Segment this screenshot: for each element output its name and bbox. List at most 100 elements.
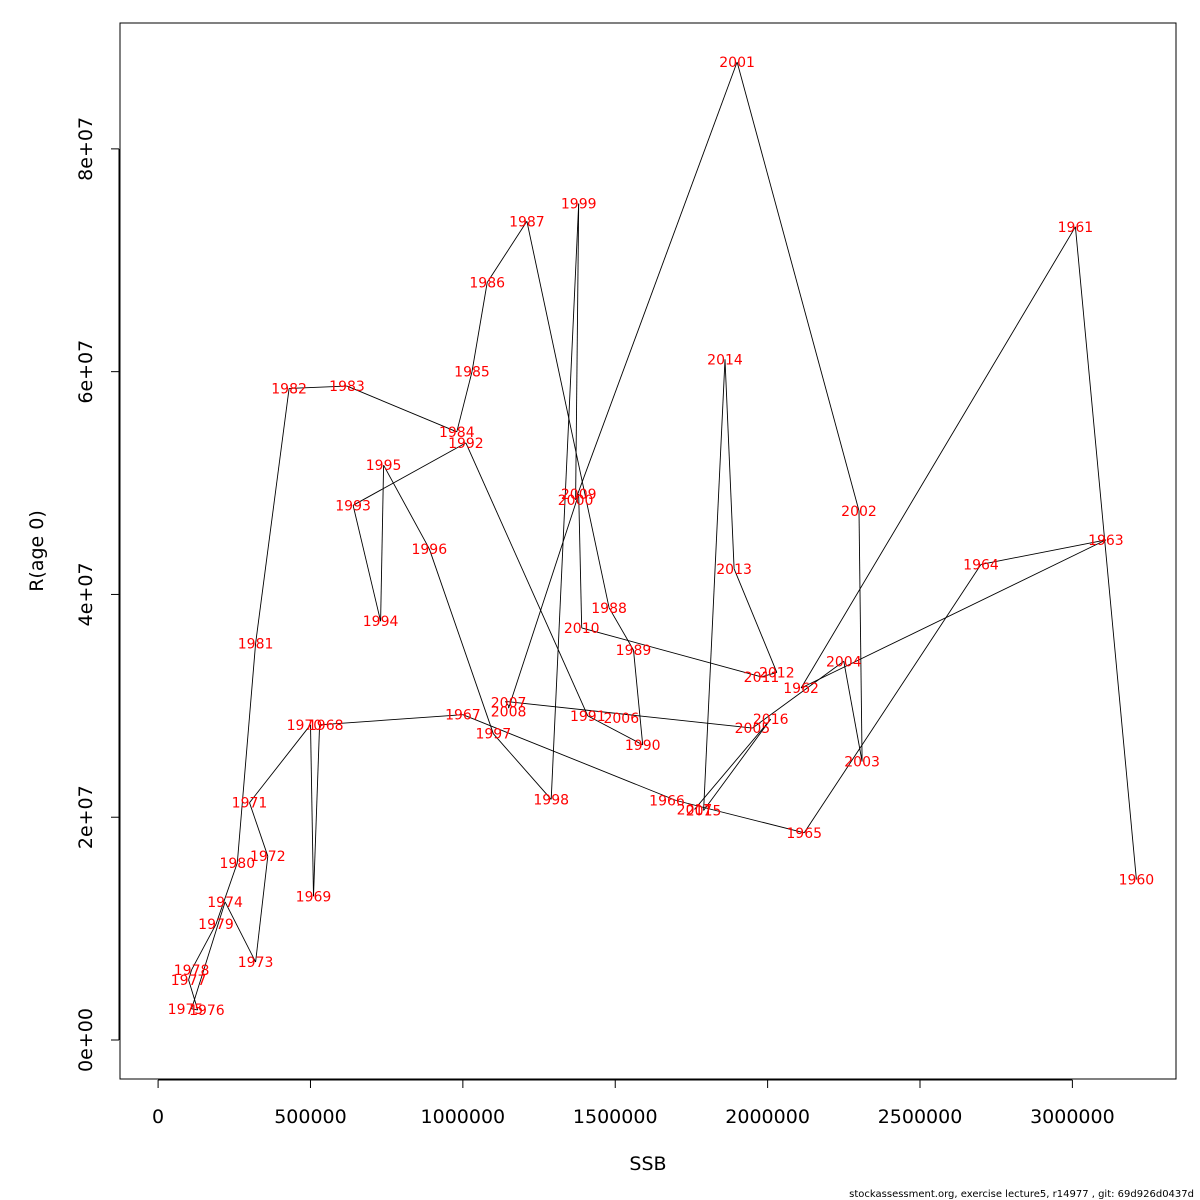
- series-segment: [486, 221, 528, 283]
- series-segment: [380, 465, 385, 622]
- point-label-1986: 1986: [469, 276, 505, 292]
- series-segment: [703, 359, 726, 811]
- series-segment: [191, 901, 226, 1009]
- point-label-2009: 2009: [561, 487, 597, 503]
- series-line: [188, 61, 1137, 1011]
- series-segment: [289, 385, 348, 389]
- point-label-1976: 1976: [189, 1003, 225, 1019]
- y-axis: 0e+00 2e+07 4e+07 6e+07 8e+07: [75, 117, 120, 1072]
- series-segment: [255, 856, 269, 963]
- series-segment: [465, 442, 589, 717]
- series-segment: [800, 539, 1107, 689]
- series-segment: [761, 671, 777, 678]
- series-segment: [526, 221, 610, 608]
- point-label-1969: 1969: [296, 889, 332, 905]
- point-label-2017: 2017: [677, 802, 713, 818]
- series-segment: [550, 203, 580, 800]
- point-label-1965: 1965: [786, 826, 822, 842]
- point-label-1992: 1992: [448, 436, 484, 452]
- point-label-2013: 2013: [716, 562, 752, 578]
- y-tick-label: 6e+07: [75, 340, 97, 404]
- series-segment: [803, 564, 982, 834]
- point-label-1990: 1990: [625, 738, 661, 754]
- footer-note: stockassessment.org, exercise lecture5, …: [849, 1189, 1194, 1200]
- series-segment: [733, 568, 778, 673]
- point-labels: 1960 1961 1962 1963 1964 1965 1966 1967 1968 1969…: [168, 55, 1155, 1019]
- point-label-1994: 1994: [363, 614, 399, 630]
- series-segment: [980, 539, 1106, 565]
- point-label-2016: 2016: [753, 712, 789, 728]
- point-label-2012: 2012: [759, 665, 795, 681]
- series-segment: [188, 969, 193, 981]
- series-segment: [608, 607, 634, 651]
- series-segment: [505, 701, 509, 707]
- series-segment: [581, 627, 762, 678]
- point-label-1989: 1989: [616, 643, 652, 659]
- series-segment: [191, 1008, 198, 1011]
- point-label-1984: 1984: [439, 425, 475, 441]
- point-label-1960: 1960: [1119, 873, 1155, 889]
- series-segment: [575, 203, 580, 500]
- point-label-1979: 1979: [198, 917, 234, 933]
- series-segment: [578, 494, 583, 628]
- series-segment: [191, 923, 217, 971]
- x-tick-label: 1500000: [573, 1106, 658, 1128]
- series-segment: [255, 388, 290, 644]
- series-segment: [505, 700, 753, 729]
- point-label-1991: 1991: [570, 709, 606, 725]
- x-tick-label: 2500000: [878, 1106, 963, 1128]
- point-label-2003: 2003: [844, 755, 880, 771]
- point-label-1980: 1980: [219, 856, 255, 872]
- point-label-2005: 2005: [735, 721, 771, 737]
- point-label-2011: 2011: [744, 670, 780, 686]
- series-segment: [352, 505, 382, 622]
- point-label-1981: 1981: [238, 637, 274, 653]
- series-segment: [383, 464, 430, 550]
- series-segment: [752, 660, 845, 729]
- series-segment: [462, 714, 677, 801]
- series-segment: [310, 724, 314, 897]
- series-segment: [471, 282, 488, 372]
- series-segment: [587, 715, 643, 746]
- point-label-1971: 1971: [232, 796, 268, 812]
- series-segment: [800, 226, 1076, 689]
- point-label-1975: 1975: [168, 1002, 204, 1018]
- series-segment: [703, 718, 772, 811]
- point-label-1987: 1987: [509, 214, 545, 230]
- x-tick-label: 500000: [274, 1106, 347, 1128]
- point-label-1985: 1985: [454, 365, 490, 381]
- point-label-1974: 1974: [207, 895, 243, 911]
- y-tick-label: 0e+00: [75, 1008, 97, 1072]
- x-axis: 0 500000 1000000 1500000 2000000 2500000 30000…: [152, 1079, 1115, 1128]
- point-label-1997: 1997: [475, 727, 511, 743]
- series-segment: [352, 442, 467, 506]
- series-segment: [346, 385, 457, 433]
- series-segment: [1074, 226, 1137, 880]
- point-label-2001: 2001: [719, 55, 755, 71]
- series-segment: [858, 510, 863, 762]
- series-segment: [724, 359, 735, 569]
- series-segment: [313, 724, 321, 897]
- point-label-1968: 1968: [308, 718, 344, 734]
- x-tick-label: 0: [152, 1106, 164, 1128]
- point-label-1999: 1999: [561, 197, 597, 213]
- series-segment: [492, 733, 552, 800]
- y-tick-label: 4e+07: [75, 562, 97, 626]
- point-label-1993: 1993: [335, 498, 371, 514]
- series-segment: [249, 802, 269, 857]
- series-segment: [575, 61, 738, 500]
- point-label-2014: 2014: [707, 352, 743, 368]
- series-segment: [694, 718, 772, 810]
- point-label-1978: 1978: [174, 963, 210, 979]
- point-label-1966: 1966: [649, 794, 685, 810]
- series-segment: [508, 494, 580, 709]
- series-segment: [428, 548, 494, 734]
- point-label-1983: 1983: [329, 379, 365, 395]
- y-tick-label: 8e+07: [75, 117, 97, 181]
- point-label-1996: 1996: [411, 542, 447, 558]
- x-axis-label: SSB: [629, 1153, 666, 1175]
- point-label-1970: 1970: [287, 718, 323, 734]
- point-label-2007: 2007: [491, 696, 527, 712]
- series-segment: [188, 979, 199, 1011]
